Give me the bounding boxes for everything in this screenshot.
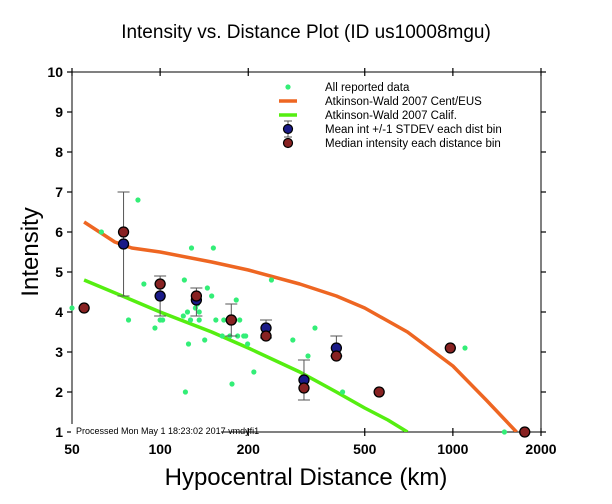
reported-data-point (98, 229, 104, 235)
annotation-background (71, 424, 221, 436)
median-intensity-marker (519, 426, 531, 438)
legend-mean-icon (282, 123, 294, 135)
reported-data-point (184, 309, 191, 315)
reported-data-point (160, 317, 166, 323)
mean-intensity-marker (154, 290, 166, 302)
x-axis-label: Hypocentral Distance (km) (165, 464, 448, 491)
y-tick-label: 7 (55, 184, 63, 200)
reported-data-point (235, 333, 241, 339)
reported-data-point (180, 313, 186, 319)
reported-data-point (243, 333, 249, 339)
reported-data-point (221, 317, 227, 323)
median-intensity-marker (330, 350, 343, 362)
legend-label: Median intensity each distance bin (325, 138, 501, 150)
y-tick-label: 2 (55, 384, 63, 400)
median-intensity-marker (117, 226, 130, 238)
y-tick-label: 6 (55, 224, 63, 240)
mean-intensity-marker (117, 238, 130, 250)
x-axis: 50 100 200 500 1000 2000 (64, 68, 557, 457)
median-intensity-marker (225, 314, 237, 326)
legend-label: Atkinson-Wald 2007 Calif. (325, 110, 457, 122)
y-tick-label: 3 (55, 344, 63, 360)
legend-label: Mean int +/-1 STDEV each dist bin (325, 124, 502, 136)
plot-frame (71, 71, 542, 433)
reported-data-point (202, 337, 208, 343)
reported-data-point (185, 341, 192, 347)
reported-data-point (213, 317, 219, 323)
legend-dot-icon (285, 84, 291, 90)
reported-data-point (181, 277, 187, 283)
reported-data-point (339, 389, 346, 395)
reported-data-point (501, 429, 508, 435)
y-tick-label: 8 (55, 144, 63, 160)
reported-data-point (182, 389, 189, 395)
reported-data-point (209, 293, 215, 299)
reported-data-point (196, 317, 202, 323)
y-axis-label: Intensity (17, 207, 44, 296)
y-tick-label: 9 (55, 104, 63, 120)
median-intensity-marker (154, 278, 166, 290)
reported-data-point (125, 317, 132, 323)
reported-data-point (462, 345, 468, 351)
y-tick-label: 4 (55, 304, 63, 320)
reported-data-point (204, 285, 210, 291)
legend: All reported data Atkinson-Wald 2007 Cent… (279, 82, 502, 150)
calif-curve (83, 278, 409, 432)
x-tick-label: 50 (64, 441, 80, 457)
x-tick-label: 200 (237, 441, 261, 457)
legend-label: Atkinson-Wald 2007 Cent/EUS (325, 96, 482, 108)
processed-annotation: Processed Mon May 1 18:23:02 2017 vmdyfi… (76, 426, 259, 436)
reported-data-point (152, 325, 158, 331)
model-curves (83, 220, 518, 432)
reported-data-point (290, 337, 296, 343)
reported-data-point (233, 297, 239, 303)
median-intensity-marker (260, 330, 272, 342)
reported-data-point (237, 317, 243, 323)
reported-data-point (251, 369, 257, 375)
x-tick-label: 2000 (525, 441, 556, 457)
reported-data-point (69, 305, 75, 311)
median-intensity-marker (444, 342, 456, 354)
reported-data-point (196, 309, 202, 315)
distance-bin-markers (78, 191, 531, 438)
reported-data-point (229, 381, 235, 387)
reported-data-point (245, 341, 251, 347)
reported-data-point (268, 277, 275, 283)
cent-eus-curve (83, 220, 518, 432)
y-tick-label: 1 (55, 424, 63, 440)
reported-data-point (187, 317, 194, 323)
median-intensity-marker (373, 386, 385, 398)
reported-data-point (141, 281, 147, 287)
y-axis: 1 2 3 4 5 6 7 8 9 10 (47, 64, 546, 440)
reported-data-point (305, 353, 311, 359)
median-intensity-marker (298, 382, 310, 394)
reported-data-point (188, 245, 195, 251)
y-tick-label: 10 (47, 64, 63, 80)
x-tick-label: 500 (353, 441, 377, 457)
plot-border (71, 71, 542, 433)
legend-median-icon (282, 137, 294, 149)
chart-title: Intensity vs. Distance Plot (ID us10008m… (121, 22, 491, 43)
x-tick-label: 1000 (437, 441, 468, 457)
reported-data-point (210, 245, 216, 251)
y-tick-label: 5 (55, 264, 63, 280)
reported-data-point (312, 325, 318, 331)
x-tick-label: 100 (148, 441, 172, 457)
reported-data-points (69, 197, 508, 435)
reported-data-point (135, 197, 141, 203)
median-intensity-marker (78, 302, 90, 314)
median-intensity-marker (190, 290, 203, 302)
legend-label: All reported data (325, 82, 410, 94)
reported-data-point (219, 333, 225, 339)
